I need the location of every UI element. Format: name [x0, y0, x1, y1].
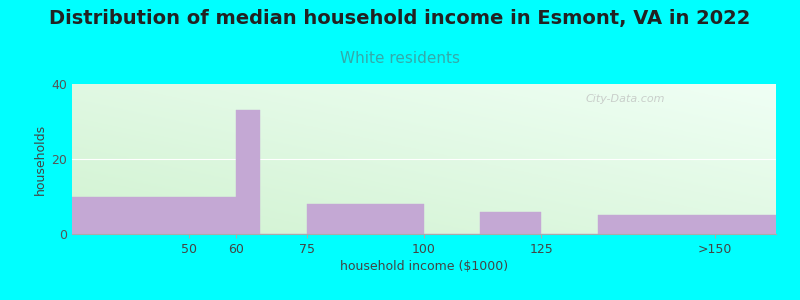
Text: Distribution of median household income in Esmont, VA in 2022: Distribution of median household income …	[50, 9, 750, 28]
Text: City-Data.com: City-Data.com	[586, 94, 666, 104]
Bar	[236, 110, 260, 234]
X-axis label: household income ($1000): household income ($1000)	[340, 260, 508, 273]
Y-axis label: households: households	[34, 123, 47, 195]
Bar	[598, 215, 776, 234]
Bar	[306, 204, 424, 234]
Text: White residents: White residents	[340, 51, 460, 66]
Bar	[72, 196, 236, 234]
Bar	[480, 212, 542, 234]
